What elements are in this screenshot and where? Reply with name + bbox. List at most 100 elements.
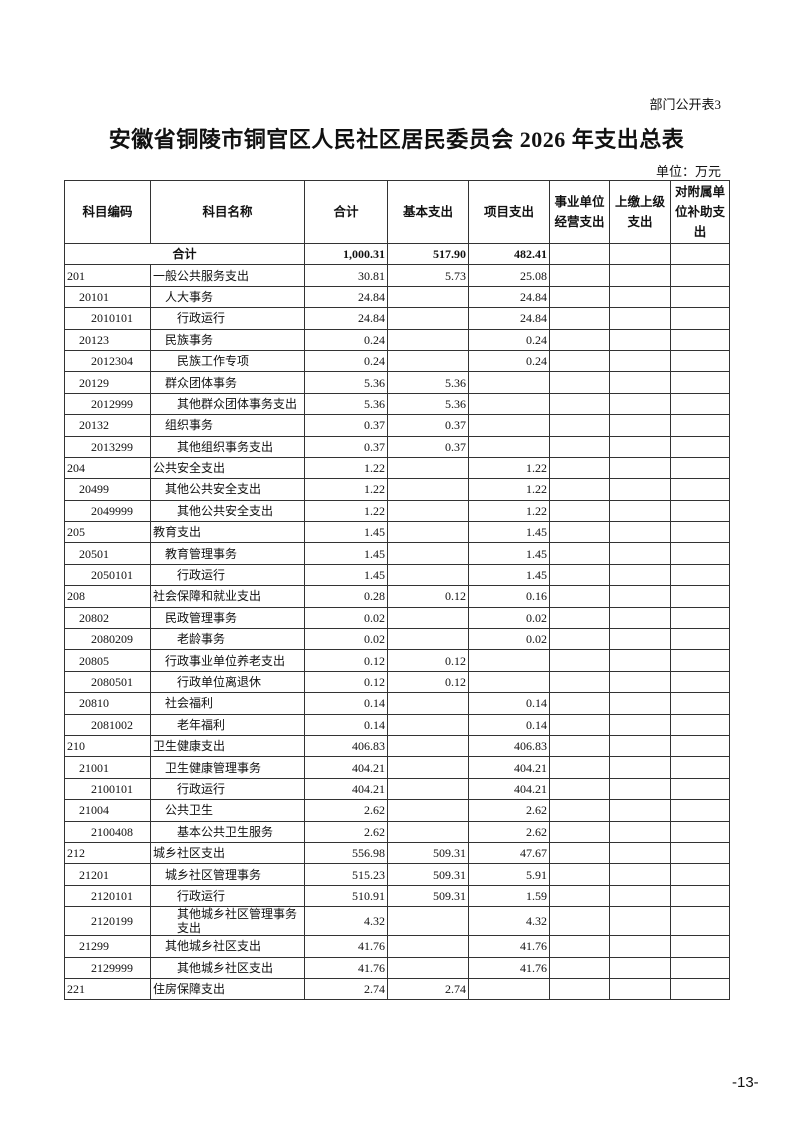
row-remit: [609, 713, 671, 736]
row-total: 30.81: [304, 264, 388, 287]
row-basic: [387, 349, 469, 373]
row-code: 208: [64, 585, 151, 608]
table-row: 20129 群众团体事务 5.36 5.36: [64, 371, 730, 394]
row-name: 行政运行: [150, 563, 305, 587]
row-name: 社会福利: [150, 692, 305, 715]
row-name: 其他公共安全支出: [150, 478, 305, 501]
row-code: 2010101: [64, 307, 151, 330]
total-total: 1,000.31: [304, 242, 388, 266]
row-remit: [609, 392, 671, 416]
total-basic: 517.90: [387, 242, 469, 266]
row-code: 21299: [64, 935, 151, 958]
row-code: 210: [64, 734, 151, 758]
row-basic: 0.37: [387, 435, 469, 458]
row-subsidy: [670, 606, 730, 630]
row-business: [549, 935, 610, 958]
row-code: 2013299: [64, 435, 151, 458]
row-business: [549, 692, 610, 715]
total-subsidy: [670, 242, 730, 266]
row-project: [468, 977, 550, 1001]
row-project: 1.45: [468, 563, 550, 587]
row-subsidy: [670, 734, 730, 758]
row-name: 民政管理事务: [150, 606, 305, 630]
row-project: 24.84: [468, 307, 550, 330]
row-code: 2100408: [64, 820, 151, 843]
row-subsidy: [670, 585, 730, 608]
table-row: 2050101 行政运行 1.45 1.45: [64, 563, 730, 587]
row-business: [549, 371, 610, 394]
total-business: [549, 242, 610, 266]
row-name: 教育管理事务: [150, 542, 305, 565]
unit-label: 单位：万元: [655, 164, 721, 179]
row-subsidy: [670, 670, 730, 694]
row-total: 5.36: [304, 371, 388, 394]
row-basic: [387, 478, 469, 501]
row-total: 41.76: [304, 935, 388, 958]
row-basic: 509.31: [387, 841, 469, 865]
row-remit: [609, 264, 671, 287]
row-remit: [609, 799, 671, 822]
row-code: 21201: [64, 863, 151, 886]
row-remit: [609, 328, 671, 351]
row-business: [549, 777, 610, 801]
row-project: 1.45: [468, 521, 550, 544]
row-subsidy: [670, 542, 730, 565]
row-name: 其他城乡社区管理事务支出: [150, 906, 305, 937]
row-total: 1.45: [304, 542, 388, 565]
row-name: 公共卫生: [150, 799, 305, 822]
table-row: 21299 其他城乡社区支出 41.76 41.76: [64, 935, 730, 958]
row-total: 515.23: [304, 863, 388, 886]
total-project: 482.41: [468, 242, 550, 266]
row-name: 行政事业单位养老支出: [150, 649, 305, 672]
row-business: [549, 349, 610, 373]
row-code: 2012304: [64, 349, 151, 373]
row-basic: [387, 777, 469, 801]
table-row: 2081002 老年福利 0.14 0.14: [64, 713, 730, 736]
row-total: 1.22: [304, 499, 388, 523]
row-business: [549, 628, 610, 651]
row-remit: [609, 649, 671, 672]
row-name: 城乡社区管理事务: [150, 863, 305, 886]
table-row: 20132 组织事务 0.37 0.37: [64, 414, 730, 437]
row-subsidy: [670, 328, 730, 351]
row-remit: [609, 935, 671, 958]
row-remit: [609, 371, 671, 394]
document-label: 部门公开表3: [649, 97, 721, 112]
row-business: [549, 392, 610, 416]
row-basic: 0.12: [387, 649, 469, 672]
row-total: 1.45: [304, 563, 388, 587]
row-name: 其他城乡社区支出: [150, 956, 305, 979]
table-row: 20802 民政管理事务 0.02 0.02: [64, 606, 730, 630]
row-remit: [609, 692, 671, 715]
row-code: 2050101: [64, 563, 151, 587]
row-total: 0.12: [304, 649, 388, 672]
row-remit: [609, 499, 671, 523]
total-row: 合计 1,000.31 517.90 482.41: [64, 242, 730, 266]
row-total: 2.62: [304, 820, 388, 843]
row-business: [549, 264, 610, 287]
row-total: 24.84: [304, 307, 388, 330]
row-subsidy: [670, 863, 730, 886]
table-header-row: 科目编码 科目名称 合计 基本支出 项目支出 事业单位经营支出 上缴上级支出 对…: [64, 180, 730, 244]
row-code: 2100101: [64, 777, 151, 801]
row-remit: [609, 307, 671, 330]
row-subsidy: [670, 349, 730, 373]
row-name: 行政运行: [150, 307, 305, 330]
row-business: [549, 414, 610, 437]
row-remit: [609, 542, 671, 565]
row-project: 5.91: [468, 863, 550, 886]
row-remit: [609, 906, 671, 937]
row-project: 1.22: [468, 478, 550, 501]
row-remit: [609, 863, 671, 886]
row-business: [549, 328, 610, 351]
row-basic: 0.12: [387, 585, 469, 608]
table-row: 212 城乡社区支出 556.98 509.31 47.67: [64, 841, 730, 865]
row-code: 2080209: [64, 628, 151, 651]
table-row: 221 住房保障支出 2.74 2.74: [64, 977, 730, 1001]
row-code: 2081002: [64, 713, 151, 736]
table-row: 21001 卫生健康管理事务 404.21 404.21: [64, 756, 730, 779]
row-total: 41.76: [304, 956, 388, 979]
row-code: 21001: [64, 756, 151, 779]
row-total: 1.22: [304, 456, 388, 480]
row-remit: [609, 285, 671, 309]
